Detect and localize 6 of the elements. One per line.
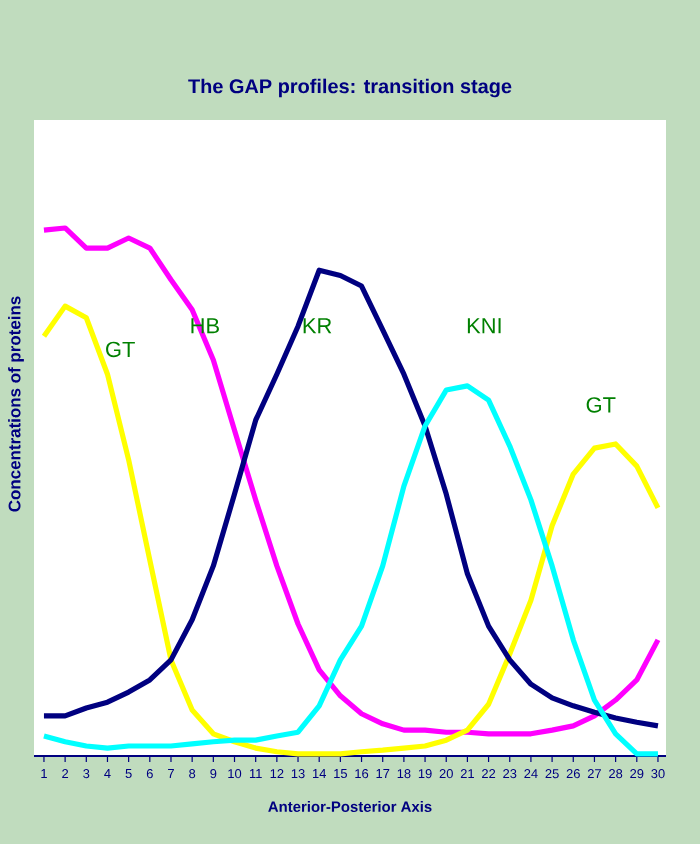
- chart-title: The GAP profiles: transition stage: [188, 78, 512, 98]
- text: KNI: [467, 318, 501, 334]
- annotation: GT: [586, 397, 616, 413]
- series-label: KR: [303, 318, 332, 334]
- y-axis-title: Concentrations of proteins: [8, 296, 24, 512]
- series-label: GT: [106, 341, 135, 358]
